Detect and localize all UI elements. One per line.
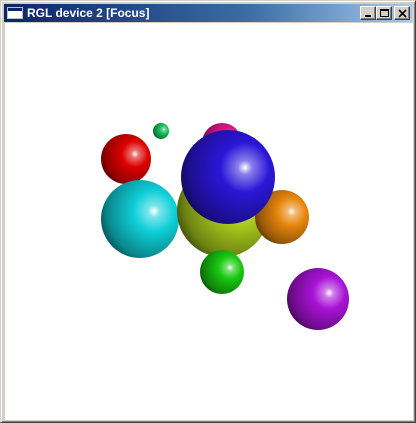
close-button[interactable] (394, 6, 410, 20)
sphere-scene[interactable] (5, 23, 413, 420)
sphere-cyan (101, 180, 179, 258)
minimize-button[interactable] (360, 6, 376, 20)
title-bar[interactable]: RGL device 2 [Focus] (4, 4, 412, 22)
window-title: RGL device 2 [Focus] (27, 6, 150, 20)
sphere-red (101, 134, 151, 184)
close-icon (398, 9, 407, 18)
sphere-small-green (153, 123, 169, 139)
sphere-orange (255, 190, 309, 244)
maximize-button[interactable] (376, 6, 392, 20)
sphere-green (200, 250, 244, 294)
sphere-blue (181, 130, 275, 224)
minimize-icon (365, 15, 371, 17)
app-window-icon[interactable] (7, 7, 23, 19)
maximize-icon (380, 9, 389, 17)
rgl-3d-canvas[interactable] (5, 23, 413, 420)
sphere-purple (287, 268, 349, 330)
